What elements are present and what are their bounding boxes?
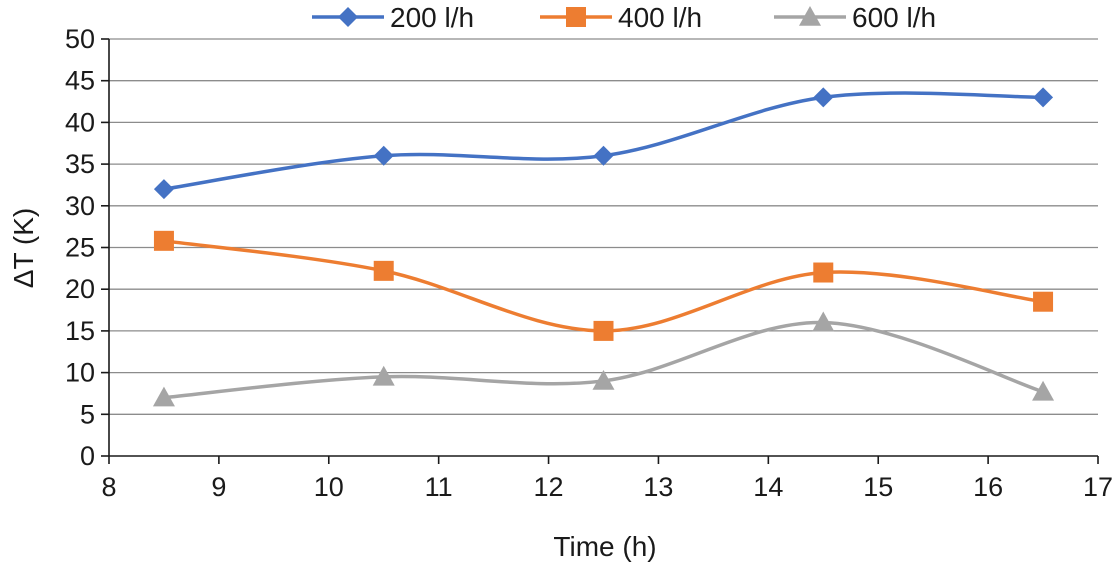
data-point [373, 260, 394, 281]
series-1 [153, 87, 1054, 200]
data-point [372, 365, 395, 386]
series-line [163, 239, 1044, 333]
legend-item-3: 600 l/h [774, 2, 936, 33]
y-tick-label: 35 [65, 149, 95, 179]
y-tick-label: 0 [80, 441, 95, 471]
x-tick-label: 13 [643, 472, 673, 502]
y-tick-label: 50 [65, 24, 95, 54]
legend-marker [566, 7, 586, 27]
x-tick-label: 12 [534, 472, 564, 502]
data-point [813, 262, 834, 283]
legend-item-2: 400 l/h [540, 2, 702, 33]
y-tick-label: 20 [65, 274, 95, 304]
legend-label: 600 l/h [852, 2, 936, 33]
series-group [152, 87, 1055, 407]
y-tick-label: 10 [65, 358, 95, 388]
x-tick-label: 14 [753, 472, 783, 502]
x-tick-label: 10 [314, 472, 344, 502]
x-tick-label: 11 [425, 472, 453, 502]
y-tick-label: 45 [65, 66, 95, 96]
x-axis-title: Time (h) [553, 531, 656, 562]
series-3 [152, 311, 1055, 407]
legend-label: 400 l/h [618, 2, 702, 33]
data-point [152, 386, 175, 407]
x-tick-label: 17 [1083, 472, 1113, 502]
y-tick-label: 30 [65, 191, 95, 221]
x-tick-label: 9 [211, 472, 226, 502]
series-line [163, 91, 1044, 191]
y-tick-label: 5 [80, 399, 95, 429]
data-point [813, 87, 834, 108]
series-2 [153, 230, 1054, 341]
data-point [592, 369, 615, 390]
legend: 200 l/h 400 l/h 600 l/h [312, 2, 936, 33]
x-tick-label: 16 [973, 472, 1003, 502]
legend-item-1: 200 l/h [312, 2, 474, 33]
legend-label: 200 l/h [390, 2, 474, 33]
data-point [1033, 87, 1054, 108]
legend-marker [799, 6, 821, 26]
y-tick-label: 15 [65, 316, 95, 346]
data-point [812, 311, 835, 332]
data-point [1032, 380, 1055, 401]
x-tick-label: 8 [101, 472, 116, 502]
axes: 0 5 10 15 20 25 30 35 40 45 50 8 9 10 11 12 13 14 15 16 17 [65, 24, 1113, 502]
data-point [593, 320, 614, 341]
data-point [153, 230, 174, 251]
data-point [593, 145, 614, 166]
y-axis-title: ΔT (K) [8, 208, 39, 288]
gridlines [109, 38, 1098, 415]
data-point [153, 179, 174, 200]
x-tick-label: 15 [863, 472, 893, 502]
y-tick-label: 40 [65, 107, 95, 137]
legend-marker [338, 7, 358, 27]
y-tick-label: 25 [65, 233, 95, 263]
data-point [1033, 291, 1054, 312]
data-point [373, 145, 394, 166]
